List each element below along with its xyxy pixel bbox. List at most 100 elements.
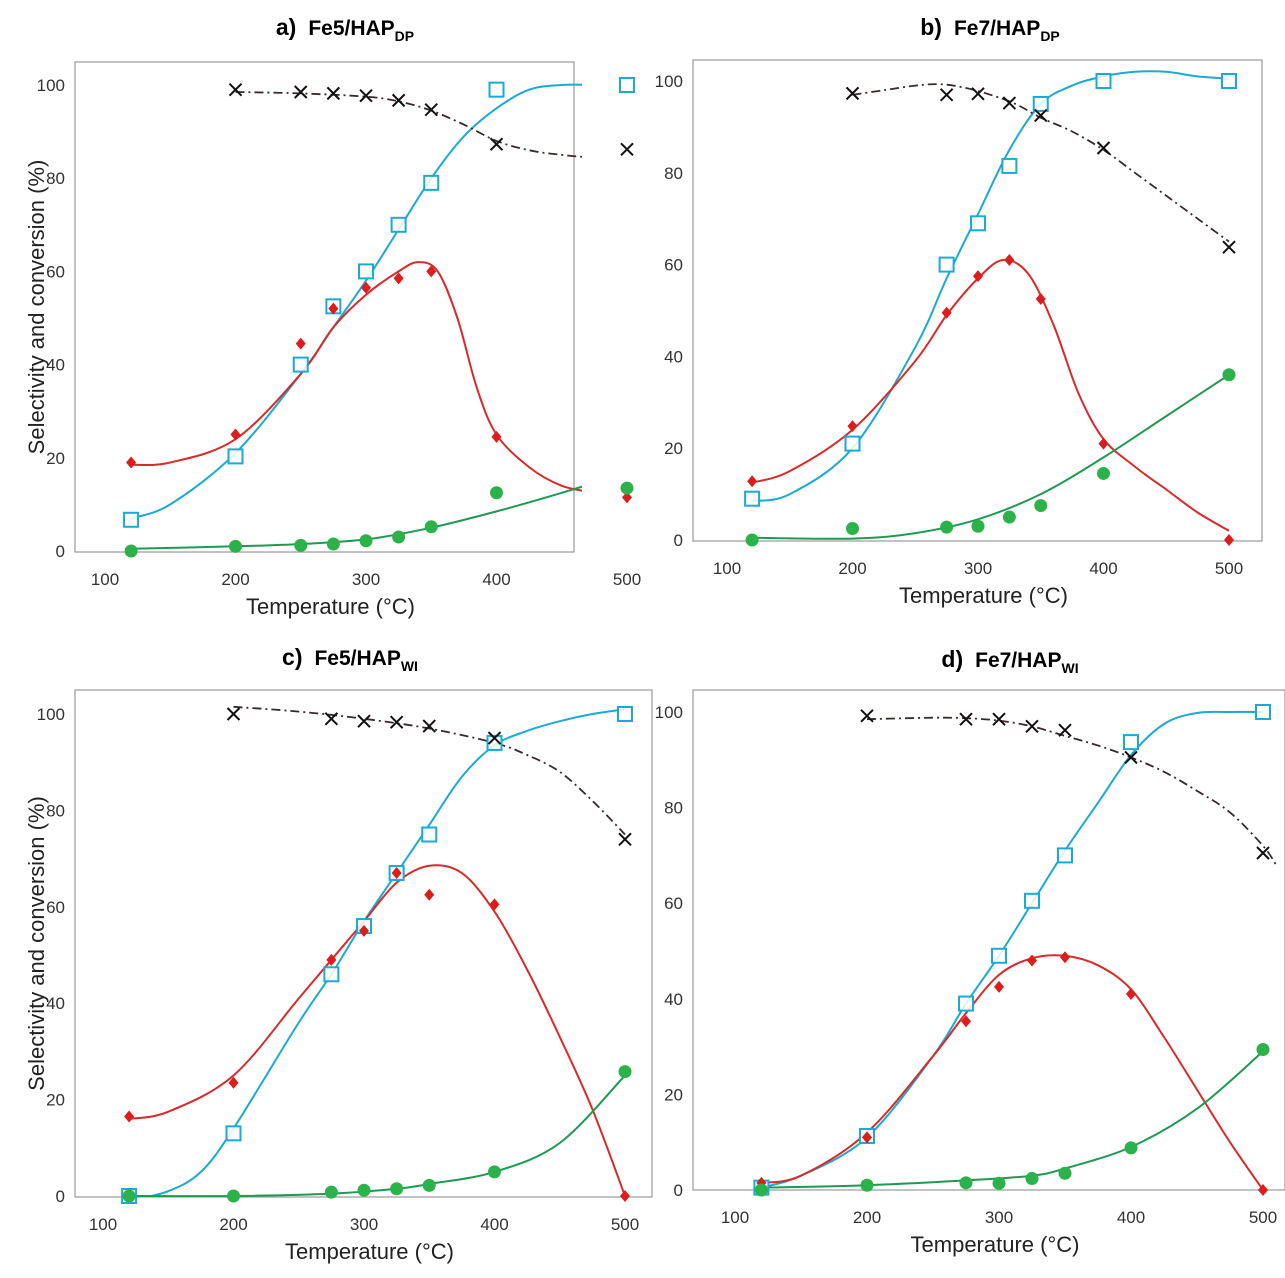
x-axis-label: Temperature (°C) xyxy=(246,594,415,619)
data-point-square xyxy=(486,734,503,751)
data-point-square xyxy=(1095,73,1112,89)
panel-subscript: WI xyxy=(1061,660,1078,676)
panel-name: Fe7/HAP xyxy=(975,649,1061,672)
y-tick-label: 40 xyxy=(46,994,65,1013)
data-point-square xyxy=(390,216,407,233)
data-point-cross xyxy=(357,714,371,728)
data-point-cross xyxy=(359,89,373,103)
data-point-circle xyxy=(424,520,438,534)
plot-frame xyxy=(692,59,1263,542)
data-point-diamond xyxy=(393,272,404,285)
chart-panel-b: 100 200 300 400 500 0 20 40 60 80 100 Temperature (… xyxy=(655,14,1263,608)
data-point-diamond xyxy=(941,306,952,319)
data-point-diamond xyxy=(328,302,339,315)
panel-name: Fe5/HAP xyxy=(308,17,394,40)
panel-letter: c) xyxy=(282,644,302,670)
data-point-square xyxy=(292,356,309,373)
data-point-cross xyxy=(1002,96,1017,110)
y-tick-label: 60 xyxy=(664,894,683,913)
data-point-square xyxy=(123,511,140,528)
x-tick-label: 400 xyxy=(1089,559,1117,578)
data-point-circle xyxy=(229,539,242,553)
data-point-square xyxy=(225,1125,242,1142)
data-point-diamond xyxy=(295,337,306,350)
data-point-diamond xyxy=(359,924,369,937)
data-point-diamond xyxy=(847,420,858,433)
data-point-diamond xyxy=(361,281,371,294)
data-point-cross xyxy=(845,86,860,101)
series-line-black xyxy=(852,83,1230,243)
data-point-square xyxy=(1123,734,1139,751)
data-point-circle xyxy=(359,534,373,548)
data-point-square xyxy=(958,995,974,1012)
y-tick-label: 0 xyxy=(674,531,683,550)
chart-panel-a: 100 200 300 400 500 0 20 40 60 80 100 Temperature (… xyxy=(24,14,641,619)
data-point-square xyxy=(1024,892,1040,909)
y-tick-label: 100 xyxy=(655,72,683,91)
x-tick-label: 400 xyxy=(482,570,510,589)
data-point-cross xyxy=(971,87,985,101)
data-point-square xyxy=(744,490,761,507)
panel-name: Fe7/HAP xyxy=(954,17,1040,40)
data-point-diamond xyxy=(426,265,437,278)
data-point-diamond xyxy=(228,1076,239,1089)
series-line-red xyxy=(751,258,1230,532)
panel-name: Fe5/HAP xyxy=(314,647,400,670)
data-point-circle xyxy=(392,530,406,544)
x-tick-label: 200 xyxy=(838,559,866,578)
chart-panel-c: 100 200 300 400 500 0 20 40 60 80 100 Temperature (… xyxy=(24,644,653,1264)
data-point-diamond xyxy=(961,1015,971,1028)
panel-letter: a) xyxy=(276,14,296,40)
data-point-diamond xyxy=(1035,293,1046,306)
panel-subscript: WI xyxy=(401,658,418,674)
x-tick-label: 100 xyxy=(91,570,119,589)
data-point-circle xyxy=(357,1183,371,1197)
data-point-square xyxy=(1057,847,1073,864)
data-point-circle xyxy=(122,1189,136,1203)
data-point-cross xyxy=(489,137,504,151)
data-point-cross xyxy=(1124,750,1138,765)
data-point-diamond xyxy=(1004,254,1015,267)
data-point-cross xyxy=(959,712,973,726)
panel-title: d) Fe7/HAPWI xyxy=(941,646,1078,676)
data-point-cross xyxy=(326,86,341,101)
y-axis-label: Selectivity and conversion (%) xyxy=(24,796,49,1091)
data-point-cross xyxy=(424,102,438,117)
series-line-conversion xyxy=(142,708,626,1197)
x-tick-label: 400 xyxy=(480,1215,508,1234)
y-tick-label: 100 xyxy=(37,705,65,724)
data-point-square xyxy=(358,263,374,280)
data-point-circle xyxy=(992,1176,1006,1190)
data-point-cross xyxy=(1256,846,1270,860)
data-point-cross xyxy=(992,712,1006,726)
data-point-circle xyxy=(940,520,954,534)
series-line-green xyxy=(761,1050,1264,1189)
y-tick-label: 20 xyxy=(664,439,683,458)
data-point-circle xyxy=(846,522,859,536)
plot-frame xyxy=(74,689,653,1198)
data-point-diamond xyxy=(491,430,502,443)
data-point-diamond xyxy=(994,980,1004,993)
series-line-conversion xyxy=(751,70,1230,502)
data-point-circle xyxy=(294,538,308,552)
data-point-square xyxy=(488,81,505,98)
data-point-cross xyxy=(1222,240,1236,254)
data-point-circle xyxy=(959,1176,973,1190)
data-point-cross xyxy=(228,82,243,97)
panel-subscript: DP xyxy=(395,28,414,44)
plot-frame xyxy=(692,689,1285,1191)
data-point-circle xyxy=(620,481,634,495)
data-point-diamond xyxy=(1098,437,1109,450)
data-point-circle xyxy=(1097,466,1110,480)
x-tick-label: 500 xyxy=(1215,559,1243,578)
data-point-circle xyxy=(488,1165,501,1179)
data-point-square xyxy=(970,215,986,232)
data-point-diamond xyxy=(489,898,500,911)
series-line-black xyxy=(235,91,582,158)
series-line-green xyxy=(131,485,582,550)
y-tick-label: 0 xyxy=(56,1187,65,1206)
data-point-cross xyxy=(1025,719,1039,734)
data-point-square xyxy=(421,826,438,843)
data-point-square xyxy=(617,706,633,722)
